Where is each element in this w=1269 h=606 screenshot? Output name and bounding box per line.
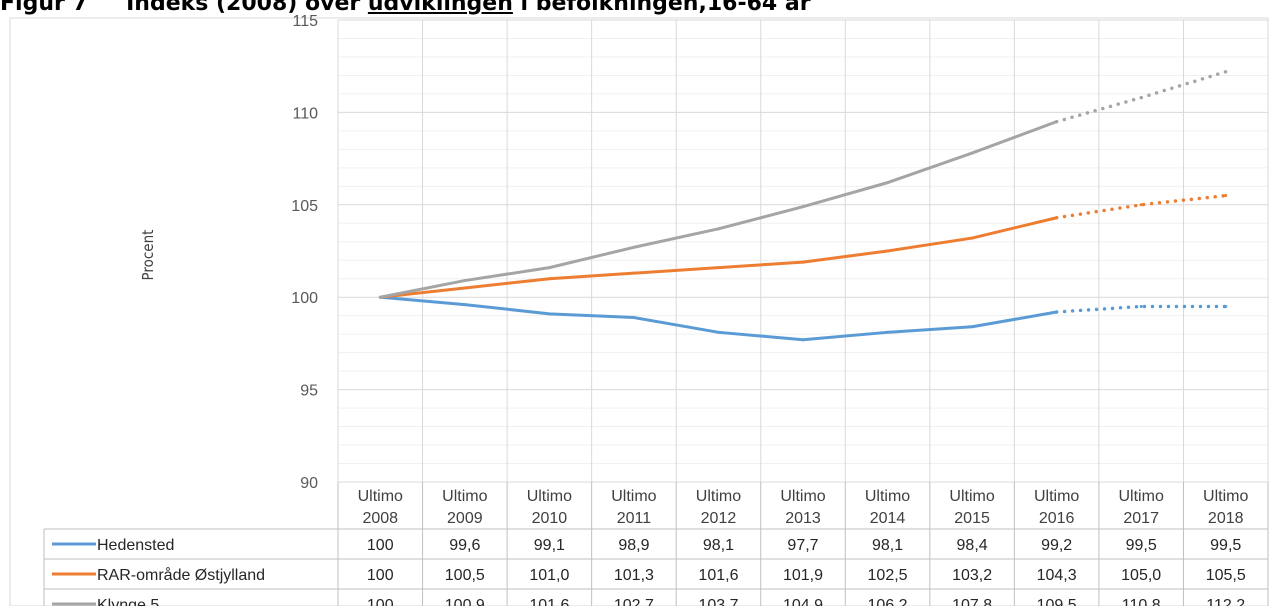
data-point <box>716 330 720 334</box>
table-cell: 99,5 <box>1210 537 1241 554</box>
data-point <box>547 312 551 316</box>
category-label: Ultimo 2014 <box>865 488 910 527</box>
data-point <box>1055 310 1059 314</box>
table-cell: 98,9 <box>618 537 649 554</box>
data-point <box>1055 120 1059 124</box>
chart-title: Figur 7 Indeks (2008) over udviklingen i… <box>0 0 811 16</box>
y-axis: 90 95 100 105 110 115 <box>291 13 318 492</box>
table-cell: 98,1 <box>703 537 734 554</box>
category-label: Ultimo 2018 <box>1203 488 1248 527</box>
data-point <box>970 325 974 329</box>
series-3 <box>378 69 1228 299</box>
table-cell: 103,7 <box>698 597 738 606</box>
title-text: Indeks (2008) over <box>126 0 368 16</box>
gridlines <box>337 19 1269 483</box>
table-cell: 101,3 <box>614 567 654 584</box>
data-point <box>801 205 805 209</box>
data-point <box>1139 96 1143 100</box>
table-cell: 110,8 <box>1122 597 1161 606</box>
data-point <box>463 286 467 290</box>
y-tick-label: 95 <box>300 383 318 400</box>
table-cell: 102,7 <box>614 597 654 606</box>
series-lines <box>378 69 1228 342</box>
table-cell: 99,2 <box>1041 537 1072 554</box>
table-cell: 107,8 <box>952 597 992 606</box>
data-point <box>1224 70 1228 74</box>
legend-label: Klynge 5 <box>97 597 159 606</box>
table-cell: 98,4 <box>957 537 988 554</box>
title-suffix: i befolkningen,16-64 år <box>512 0 811 16</box>
data-point <box>801 260 805 264</box>
category-label: Ultimo 2017 <box>1119 488 1164 527</box>
table-cell: 101,6 <box>529 597 569 606</box>
category-label: Ultimo 2011 <box>611 488 656 527</box>
y-axis-label: Procent <box>139 230 157 281</box>
table-cell: 109,5 <box>1037 597 1077 606</box>
category-label: Ultimo 2015 <box>949 488 994 527</box>
series-2 <box>378 193 1228 299</box>
table-cell: 97,7 <box>787 537 818 554</box>
table-cell: 101,9 <box>783 567 823 584</box>
table-cell: 104,9 <box>783 597 823 606</box>
table-cell: 105,0 <box>1121 567 1161 584</box>
table-cell: 106,2 <box>868 597 908 606</box>
table-cell: 100 <box>367 567 394 584</box>
data-point <box>463 303 467 307</box>
table-cell: 100 <box>367 537 394 554</box>
y-tick-label: 100 <box>291 290 318 307</box>
category-label: Ultimo 2010 <box>527 488 572 527</box>
data-point <box>1055 216 1059 220</box>
table-cell: 102,5 <box>868 567 908 584</box>
figure-number: Figur 7 <box>0 0 88 16</box>
category-label: Ultimo 2009 <box>442 488 487 527</box>
table-cell: 100,9 <box>445 597 485 606</box>
legend-label: Hedensted <box>97 537 174 554</box>
table-cell: 100 <box>367 597 394 606</box>
table-cell: 105,5 <box>1206 567 1246 584</box>
category-label: Ultimo 2008 <box>358 488 403 527</box>
category-label: Ultimo 2016 <box>1034 488 1079 527</box>
category-label: Ultimo 2013 <box>780 488 825 527</box>
series-line-actual <box>379 120 1058 299</box>
table-cell: 99,5 <box>1126 537 1157 554</box>
data-point <box>886 181 890 185</box>
table-cell: 103,2 <box>952 567 992 584</box>
table-cell: 112,2 <box>1206 597 1245 606</box>
table-cell: 104,3 <box>1037 567 1077 584</box>
data-point <box>1139 203 1143 207</box>
data-point <box>463 279 467 283</box>
title-underlined-word: udviklingen <box>367 0 513 16</box>
table-cell: 99,1 <box>534 537 565 554</box>
y-tick-label: 110 <box>292 105 318 122</box>
data-point <box>716 266 720 270</box>
data-point <box>1224 194 1228 198</box>
table-cell: 101,0 <box>529 567 569 584</box>
data-table: Ultimo 2008 Ultimo 2009 Ultimo 2010 Ultimo 2011… <box>43 482 1269 606</box>
category-label: Ultimo 2012 <box>696 488 741 527</box>
data-point <box>970 151 974 155</box>
data-point <box>632 271 636 275</box>
data-point <box>547 277 551 281</box>
data-point <box>632 316 636 320</box>
y-tick-label: 105 <box>291 198 318 215</box>
legend-label: RAR-område Østjylland <box>97 566 265 584</box>
data-point <box>886 330 890 334</box>
data-point <box>886 249 890 253</box>
data-point <box>716 227 720 231</box>
table-cell: 101,6 <box>698 567 738 584</box>
data-point <box>632 245 636 249</box>
table-cell: 99,6 <box>449 537 480 554</box>
table-cell: 98,1 <box>872 537 903 554</box>
y-tick-label: 90 <box>300 475 318 492</box>
y-tick-label: 115 <box>292 13 318 30</box>
data-point <box>1139 304 1143 308</box>
series-line-projection <box>1054 193 1228 220</box>
data-point <box>970 236 974 240</box>
data-point <box>1224 304 1228 308</box>
table-cell: 100,5 <box>445 567 485 584</box>
data-point <box>378 295 382 299</box>
data-point <box>547 266 551 270</box>
data-point <box>801 338 805 342</box>
